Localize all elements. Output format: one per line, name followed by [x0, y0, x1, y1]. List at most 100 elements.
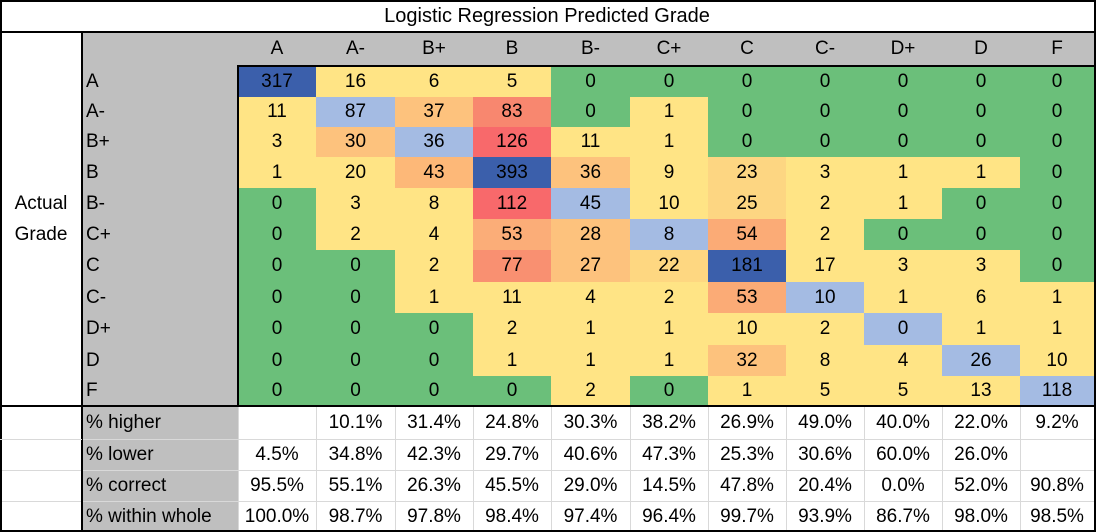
heatmap-cell: 1	[238, 157, 316, 188]
row-header: B	[86, 161, 99, 183]
column-header: C+	[656, 38, 682, 59]
summary-value: 97.4%	[563, 505, 618, 527]
heatmap-cell: 0	[630, 376, 708, 406]
heatmap-cell: 0	[942, 127, 1020, 157]
heatmap-cell: 0	[864, 97, 942, 127]
row-header: B-	[86, 192, 105, 214]
border-line	[0, 405, 1096, 407]
summary-label-band	[82, 406, 238, 532]
heatmap-cell: 126	[473, 127, 551, 157]
column-header: B+	[422, 38, 446, 59]
heatmap-cell: 0	[551, 97, 630, 127]
heatmap-cell: 11	[473, 282, 551, 313]
gridline	[395, 406, 396, 532]
heatmap-cell: 0	[316, 376, 395, 406]
border-line	[0, 0, 1096, 2]
heatmap-cell: 36	[551, 157, 630, 188]
row-header: C-	[86, 286, 107, 308]
summary-value: 24.8%	[485, 411, 539, 433]
row-header: A	[86, 70, 99, 92]
summary-value: 90.8%	[1030, 474, 1084, 496]
summary-value	[238, 406, 316, 439]
summary-value: 0.0%	[881, 474, 925, 496]
heatmap-cell: 77	[473, 250, 551, 282]
heatmap-cell: 17	[786, 250, 864, 282]
heatmap-cell: 118	[1020, 376, 1094, 406]
border-line	[81, 31, 83, 532]
heatmap-cell: 1	[630, 127, 708, 157]
border-line	[0, 0, 2, 532]
heatmap-cell: 317	[238, 66, 316, 97]
heatmap-cell: 1	[942, 157, 1020, 188]
heatmap-cell: 1	[473, 345, 551, 376]
heatmap-cell: 11	[551, 127, 630, 157]
heatmap-cell: 5	[473, 66, 551, 97]
heatmap-cell: 45	[551, 188, 630, 219]
heatmap-cell: 0	[316, 282, 395, 313]
summary-value: 29.0%	[563, 474, 618, 496]
summary-value: 45.5%	[485, 474, 539, 496]
row-header: C	[86, 255, 100, 276]
summary-value: 20.4%	[798, 474, 852, 496]
heatmap-cell: 1	[864, 188, 942, 219]
summary-value: 98.4%	[485, 505, 539, 527]
column-header: F	[1051, 38, 1063, 59]
summary-value: 34.8%	[328, 443, 383, 465]
heatmap-cell: 0	[786, 127, 864, 157]
heatmap-cell: 5	[786, 376, 864, 406]
heatmap-cell: 112	[473, 188, 551, 219]
heatmap-cell: 0	[395, 313, 473, 345]
heatmap-cell: 22	[630, 250, 708, 282]
border-line	[237, 65, 1094, 67]
summary-value: 30.3%	[563, 411, 618, 433]
summary-row-label: % higher	[86, 411, 161, 433]
row-header: D+	[86, 318, 111, 339]
heatmap-cell: 1	[551, 345, 630, 376]
heatmap-cell: 0	[1020, 188, 1094, 219]
heatmap-cell: 0	[1020, 219, 1094, 250]
heatmap-cell: 4	[395, 219, 473, 250]
gridline	[0, 470, 1094, 471]
summary-value: 26.9%	[720, 411, 774, 433]
heatmap-cell: 3	[864, 250, 942, 282]
heatmap-cell: 1	[942, 313, 1020, 345]
heatmap-cell: 0	[238, 345, 316, 376]
heatmap-cell: 0	[1020, 250, 1094, 282]
chart-title: Logistic Regression Predicted Grade	[384, 4, 710, 27]
heatmap-cell: 0	[551, 66, 630, 97]
gridline	[1020, 406, 1021, 532]
heatmap-cell: 36	[395, 127, 473, 157]
heatmap-cell: 27	[551, 250, 630, 282]
heatmap-cell: 25	[708, 188, 786, 219]
heatmap-cell: 0	[942, 188, 1020, 219]
column-header-band	[82, 32, 1094, 66]
row-header: D	[86, 349, 100, 371]
heatmap-cell: 0	[708, 97, 786, 127]
heatmap-cell: 6	[942, 282, 1020, 313]
heatmap-cell: 6	[395, 66, 473, 97]
heatmap-cell: 8	[630, 219, 708, 250]
heatmap-cell: 5	[864, 376, 942, 406]
border-line	[0, 530, 1096, 532]
column-header: C	[740, 38, 754, 59]
heatmap-cell: 0	[238, 188, 316, 219]
heatmap-cell: 0	[238, 250, 316, 282]
heatmap-cell: 2	[395, 250, 473, 282]
summary-value: 40.6%	[563, 443, 618, 465]
summary-value: 47.3%	[642, 443, 696, 465]
summary-value: 26.0%	[954, 443, 1008, 465]
heatmap-cell: 9	[630, 157, 708, 188]
heatmap-cell: 2	[786, 313, 864, 345]
gridline	[0, 439, 1094, 440]
gridline	[238, 406, 239, 532]
heatmap-cell: 10	[1020, 345, 1094, 376]
heatmap-cell: 3	[942, 250, 1020, 282]
row-header: B+	[86, 131, 110, 152]
heatmap-cell: 0	[473, 376, 551, 406]
heatmap-cell: 26	[942, 345, 1020, 376]
summary-value: 99.7%	[720, 505, 774, 527]
column-header: A	[270, 38, 284, 59]
row-axis-label: Actual Grade	[0, 188, 82, 250]
heatmap-cell: 11	[238, 97, 316, 127]
heatmap-cell: 0	[238, 219, 316, 250]
